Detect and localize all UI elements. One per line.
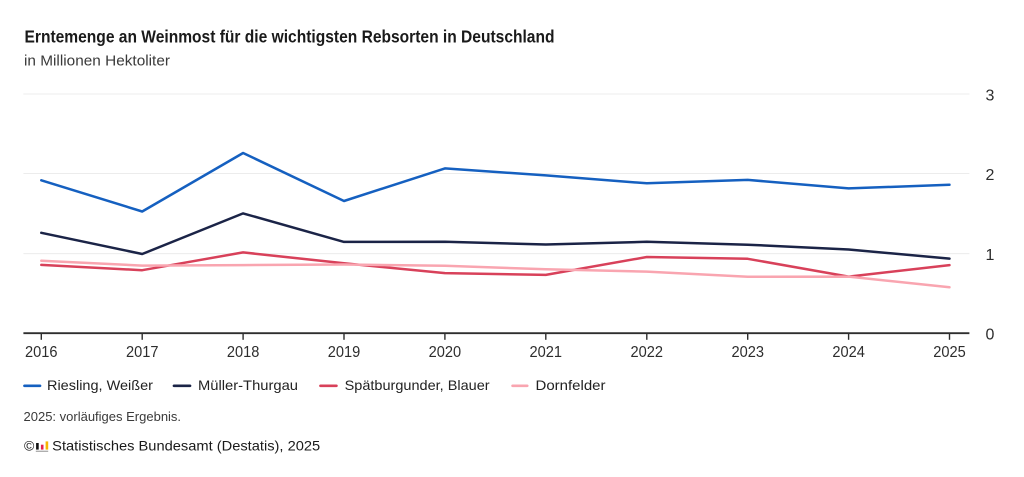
svg-text:2016: 2016 [25,344,58,361]
svg-text:2024: 2024 [832,344,865,361]
svg-text:Statistisches Bundesamt (Desta: Statistisches Bundesamt (Destatis), 2025 [52,438,320,454]
svg-text:Dornfelder: Dornfelder [536,377,606,393]
svg-text:0: 0 [986,327,995,344]
svg-text:Riesling, Weißer: Riesling, Weißer [47,377,153,393]
svg-text:Erntemenge an Weinmost für die: Erntemenge an Weinmost für die wichtigst… [25,26,555,46]
svg-text:Spätburgunder, Blauer: Spätburgunder, Blauer [345,377,490,393]
svg-text:2: 2 [986,167,995,184]
svg-text:2025: 2025 [933,344,966,361]
svg-text:2023: 2023 [731,344,764,361]
svg-text:2022: 2022 [631,344,664,361]
svg-text:2021: 2021 [530,344,563,361]
svg-text:1: 1 [986,247,995,264]
svg-text:©: © [24,438,35,454]
svg-text:Müller-Thurgau: Müller-Thurgau [198,377,298,393]
svg-text:in Millionen Hektoliter: in Millionen Hektoliter [24,54,170,70]
svg-text:2020: 2020 [429,344,462,361]
svg-text:2019: 2019 [328,344,361,361]
svg-text:3: 3 [986,87,995,104]
svg-text:2025: vorläufiges Ergebnis.: 2025: vorläufiges Ergebnis. [24,409,182,424]
svg-text:2018: 2018 [227,344,260,361]
svg-text:2017: 2017 [126,344,159,361]
